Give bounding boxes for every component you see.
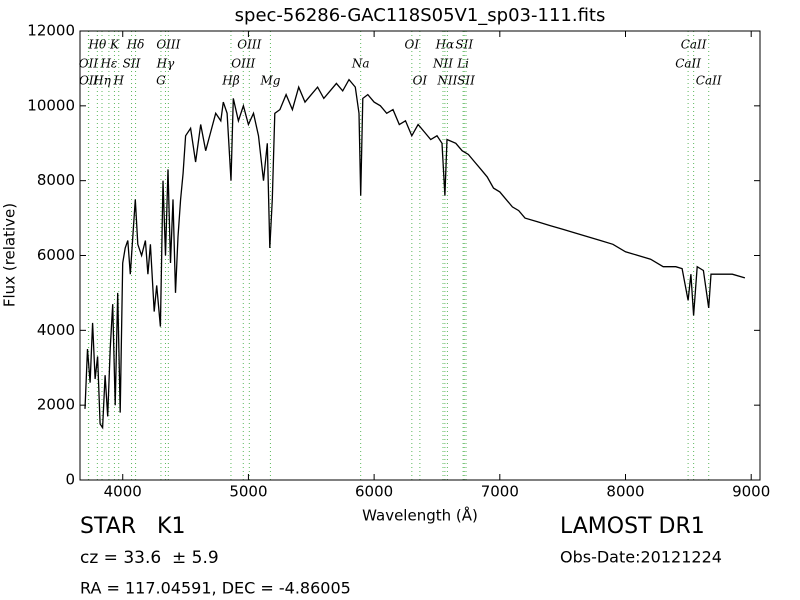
- spectral-line-label: CaII: [681, 38, 707, 52]
- spectral-line-label: CaII: [696, 74, 722, 88]
- y-tick-label: 0: [65, 471, 75, 489]
- y-axis-label: Flux (relative): [1, 203, 19, 307]
- spectrum-line: [84, 78, 746, 430]
- x-tick-label: 8000: [606, 483, 644, 501]
- spectral-line-label: SII: [123, 57, 141, 71]
- spectral-line-label: OII: [79, 74, 99, 88]
- x-tick-label: 5000: [229, 483, 267, 501]
- y-tick-label: 2000: [37, 396, 75, 414]
- y-tick-label: 6000: [37, 246, 75, 264]
- y-tick-label: 12000: [27, 22, 75, 40]
- spectral-line-label: G: [156, 74, 166, 88]
- spectral-line-label: NII: [436, 74, 457, 88]
- spectral-line-label: Hβ: [221, 74, 239, 88]
- spectral-line-label: NII: [432, 57, 453, 71]
- spectral-line-label: OIII: [156, 38, 180, 52]
- coordinates: RA = 117.04591, DEC = -4.86005: [80, 579, 351, 598]
- survey: LAMOST DR1: [560, 514, 705, 539]
- spectral-line-label: H: [112, 74, 124, 88]
- spectral-line-label: Hθ: [87, 38, 106, 52]
- spectral-line-label: Li: [456, 57, 469, 71]
- spectral-line-label: Na: [351, 57, 370, 71]
- x-tick-label: 6000: [355, 483, 393, 501]
- spectral-line-label: CaII: [675, 57, 701, 71]
- x-tick-label: 7000: [481, 483, 519, 501]
- spectral-line-label: OIII: [231, 57, 255, 71]
- chart-title: spec-56286-GAC118S05V1_sp03-111.fits: [235, 5, 606, 26]
- y-tick-label: 10000: [27, 96, 75, 114]
- y-tick-label: 4000: [37, 321, 75, 339]
- spectral-line-label: Hδ: [126, 38, 145, 52]
- spectral-line-label: Hε: [99, 57, 117, 71]
- x-tick-label: 4000: [104, 483, 142, 501]
- spectral-line-label: K: [109, 38, 120, 52]
- spectral-line-label: OI: [405, 38, 420, 52]
- spectral-line-label: Hα: [435, 38, 455, 52]
- redshift: cz = 33.6 ± 5.9: [80, 548, 219, 568]
- y-tick-label: 8000: [37, 171, 75, 189]
- spectral-line-label: Mg: [259, 74, 280, 88]
- x-axis-label: Wavelength (Å): [362, 506, 478, 525]
- obs-date: Obs-Date:20121224: [560, 548, 722, 567]
- spectral-line-label: OI: [413, 74, 428, 88]
- spectral-line-label: SII: [457, 74, 475, 88]
- spectral-line-label: Hη: [92, 74, 111, 88]
- object-class: STAR K1: [80, 514, 185, 539]
- spectral-line-label: Hγ: [156, 57, 175, 71]
- spectral-line-label: SII: [455, 38, 473, 52]
- spectral-line-label: OIII: [237, 38, 261, 52]
- x-tick-label: 9000: [732, 483, 770, 501]
